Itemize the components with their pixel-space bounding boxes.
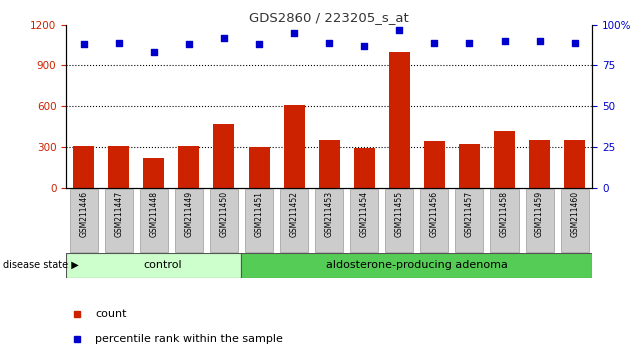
Text: GSM211446: GSM211446 bbox=[79, 191, 88, 237]
Title: GDS2860 / 223205_s_at: GDS2860 / 223205_s_at bbox=[249, 11, 409, 24]
FancyBboxPatch shape bbox=[175, 189, 203, 252]
Text: GSM211451: GSM211451 bbox=[255, 191, 263, 237]
Bar bbox=[178, 145, 200, 188]
Bar bbox=[389, 52, 410, 188]
FancyBboxPatch shape bbox=[561, 189, 588, 252]
Point bbox=[149, 50, 159, 55]
Text: GSM211458: GSM211458 bbox=[500, 191, 509, 237]
Text: GSM211455: GSM211455 bbox=[395, 191, 404, 237]
Point bbox=[184, 41, 194, 47]
Point bbox=[254, 41, 264, 47]
Text: GSM211453: GSM211453 bbox=[324, 191, 334, 237]
Point bbox=[570, 40, 580, 46]
Bar bbox=[73, 146, 94, 188]
Bar bbox=[248, 147, 270, 188]
Point bbox=[113, 40, 123, 46]
FancyBboxPatch shape bbox=[210, 189, 238, 252]
Text: GSM211456: GSM211456 bbox=[430, 191, 439, 237]
FancyBboxPatch shape bbox=[105, 189, 133, 252]
Bar bbox=[284, 105, 305, 188]
Text: GSM211457: GSM211457 bbox=[465, 191, 474, 237]
Text: GSM211448: GSM211448 bbox=[149, 191, 158, 237]
FancyBboxPatch shape bbox=[280, 189, 308, 252]
Bar bbox=[564, 140, 585, 188]
FancyBboxPatch shape bbox=[245, 189, 273, 252]
Bar bbox=[459, 144, 480, 188]
FancyBboxPatch shape bbox=[241, 253, 592, 278]
Text: GSM211452: GSM211452 bbox=[290, 191, 299, 237]
Text: GSM211459: GSM211459 bbox=[535, 191, 544, 237]
Text: percentile rank within the sample: percentile rank within the sample bbox=[95, 334, 283, 344]
FancyBboxPatch shape bbox=[455, 189, 483, 252]
Bar bbox=[108, 145, 129, 188]
Point bbox=[289, 30, 299, 36]
FancyBboxPatch shape bbox=[386, 189, 413, 252]
FancyBboxPatch shape bbox=[315, 189, 343, 252]
Point bbox=[429, 40, 439, 46]
Text: control: control bbox=[143, 261, 182, 270]
Text: GSM211449: GSM211449 bbox=[185, 191, 193, 237]
FancyBboxPatch shape bbox=[350, 189, 378, 252]
FancyBboxPatch shape bbox=[491, 189, 518, 252]
Point bbox=[394, 27, 404, 33]
Bar bbox=[494, 131, 515, 188]
Text: aldosterone-producing adenoma: aldosterone-producing adenoma bbox=[326, 261, 508, 270]
FancyBboxPatch shape bbox=[420, 189, 449, 252]
Text: count: count bbox=[95, 309, 127, 319]
Point bbox=[464, 40, 474, 46]
Bar bbox=[529, 140, 550, 188]
Point bbox=[324, 40, 334, 46]
Bar bbox=[319, 140, 340, 188]
FancyBboxPatch shape bbox=[525, 189, 554, 252]
Bar bbox=[353, 148, 375, 188]
Text: GSM211450: GSM211450 bbox=[219, 191, 229, 237]
FancyBboxPatch shape bbox=[66, 253, 241, 278]
Point bbox=[79, 41, 89, 47]
Text: GSM211454: GSM211454 bbox=[360, 191, 369, 237]
FancyBboxPatch shape bbox=[70, 189, 98, 252]
Bar bbox=[424, 142, 445, 188]
FancyBboxPatch shape bbox=[140, 189, 168, 252]
Point bbox=[359, 43, 369, 49]
Point bbox=[219, 35, 229, 41]
Bar bbox=[214, 124, 234, 188]
Text: GSM211447: GSM211447 bbox=[114, 191, 123, 237]
Point bbox=[500, 38, 510, 44]
Point bbox=[534, 38, 544, 44]
Text: GSM211460: GSM211460 bbox=[570, 191, 579, 237]
Bar bbox=[143, 158, 164, 188]
Text: disease state ▶: disease state ▶ bbox=[3, 260, 79, 270]
